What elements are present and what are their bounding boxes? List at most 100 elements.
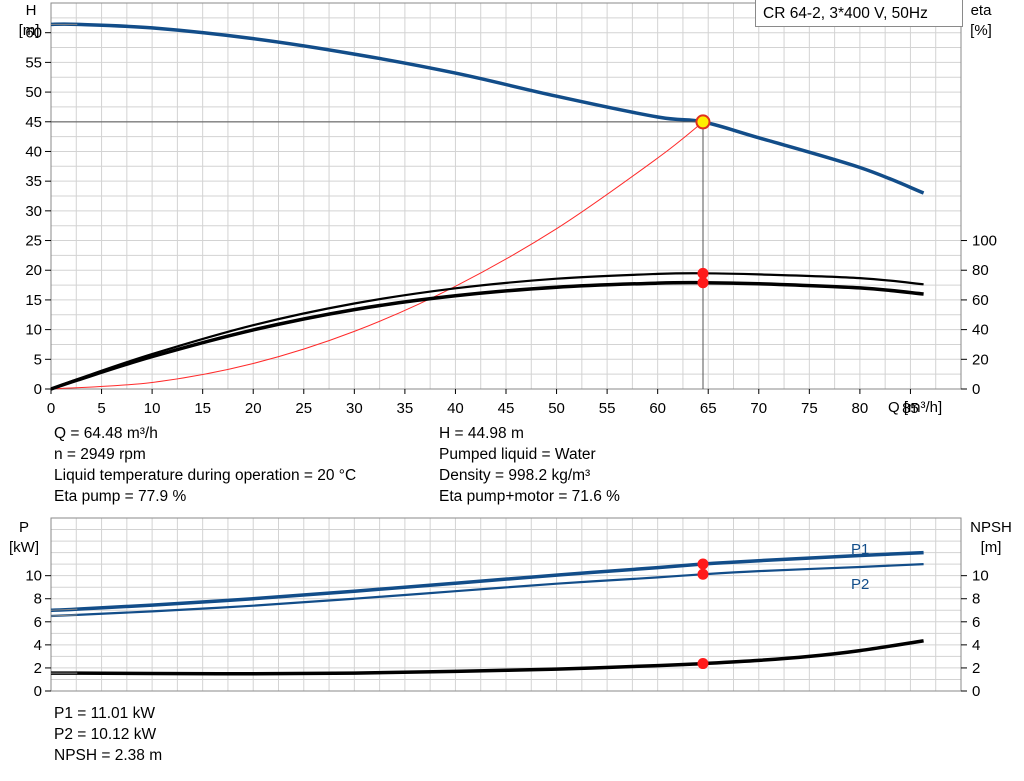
series-npsh-line [51, 639, 924, 676]
series-label-p2: P2 [851, 576, 869, 593]
x-tick-label: 40 [447, 400, 464, 417]
bottom-y-right-tick-label: 6 [972, 614, 980, 631]
info-liquid-temperature: Liquid temperature during operation = 20… [54, 467, 357, 484]
info-eta-pump: Eta pump = 77.9 % [54, 488, 187, 505]
y-left-tick-label: 40 [25, 143, 42, 160]
x-tick-label: 80 [852, 400, 869, 417]
chart-title-box: CR 64-2, 3*400 V, 50Hz [755, 0, 963, 27]
y-right-tick-label: 40 [972, 322, 989, 339]
y-right-label-bottom: [%] [970, 22, 992, 39]
top-chart-markers [695, 114, 711, 289]
info-pumped-liquid: Pumped liquid = Water [439, 446, 596, 463]
operating-point-marker [697, 267, 709, 279]
axis-labels: H [m] eta [%] Q [m³/h] P [kW] NPSH [m] P… [9, 2, 1012, 593]
series-label-p1: P1 [851, 541, 869, 558]
y-left-tick-label: 25 [25, 233, 42, 250]
bottom-y-right-tick-label: 10 [972, 568, 989, 585]
x-tick-label: 45 [498, 400, 515, 417]
series-pump-line [50, 22, 925, 195]
bottom-y-right-tick-label: 8 [972, 591, 980, 608]
bottom-chart-grid [50, 517, 962, 692]
series-p2-line [50, 563, 924, 618]
bottom-y-right-tick-label: 2 [972, 660, 980, 677]
bottom-y-left-label-top: P [19, 519, 29, 536]
y-right-tick-label: 20 [972, 351, 989, 368]
y-left-tick-label: 15 [25, 292, 42, 309]
x-tick-label: 70 [750, 400, 767, 417]
info-p1: P1 = 11.01 kW [54, 705, 155, 722]
x-tick-label: 50 [548, 400, 565, 417]
chart-title: CR 64-2, 3*400 V, 50Hz [763, 5, 928, 22]
series-eta_thick-line [50, 280, 924, 391]
y-right-tick-label: 80 [972, 262, 989, 279]
y-left-tick-label: 50 [25, 84, 42, 101]
info-head: H = 44.98 m [439, 425, 524, 442]
y-left-tick-label: 0 [34, 381, 42, 398]
operating-point-marker [697, 568, 709, 580]
info-top-right: H = 44.98 m Pumped liquid = Water Densit… [439, 423, 620, 507]
x-tick-label: 10 [144, 400, 161, 417]
x-tick-label: 25 [295, 400, 312, 417]
info-top-left: Q = 64.48 m³/h n = 2949 rpm Liquid tempe… [54, 423, 356, 507]
bottom-chart-series [50, 550, 924, 676]
info-p2: P2 = 10.12 kW [54, 726, 157, 743]
operating-point-marker [697, 277, 709, 289]
x-tick-label: 65 [700, 400, 717, 417]
y-left-tick-label: 5 [34, 351, 42, 368]
y-left-label-bottom: [m] [19, 22, 40, 39]
series-eta_thin-line [50, 272, 924, 391]
bottom-y-right-label-bottom: [m] [981, 539, 1002, 556]
x-tick-label: 5 [97, 400, 105, 417]
info-eta-pump-motor: Eta pump+motor = 71.6 % [439, 488, 620, 505]
x-axis-label: Q [m³/h] [888, 399, 942, 416]
bottom-y-left-tick-label: 10 [25, 568, 42, 585]
x-tick-label: 75 [801, 400, 818, 417]
y-left-tick-label: 30 [25, 203, 42, 220]
info-flow: Q = 64.48 m³/h [54, 425, 158, 442]
x-tick-label: 30 [346, 400, 363, 417]
top-chart-grid [50, 2, 962, 390]
bottom-chart-ticks: 0 2 4 6 8 10 0 2 4 6 8 10 [25, 568, 988, 700]
x-tick-label: 60 [649, 400, 666, 417]
x-tick-label: 20 [245, 400, 262, 417]
p2-lead-in [50, 614, 78, 617]
y-left-tick-label: 10 [25, 322, 42, 339]
p1-lead-in [50, 608, 78, 611]
duty-point-marker [695, 114, 711, 130]
y-left-tick-label: 35 [25, 173, 42, 190]
bottom-chart-frame [50, 517, 962, 692]
bottom-y-right-tick-label: 4 [972, 637, 980, 654]
y-right-tick-label: 100 [972, 233, 997, 250]
series-system-line [50, 121, 704, 390]
series-p1-line [50, 550, 924, 613]
x-tick-label: 85 [902, 400, 919, 417]
bottom-y-left-tick-label: 2 [34, 660, 42, 677]
y-right-tick-label: 60 [972, 292, 989, 309]
bottom-y-left-tick-label: 4 [34, 637, 42, 654]
bottom-y-left-tick-label: 8 [34, 591, 42, 608]
y-left-tick-label: 55 [25, 54, 42, 71]
plot-frame [50, 517, 962, 692]
operating-point-marker [697, 558, 709, 570]
x-tick-label: 35 [397, 400, 414, 417]
x-tick-label: 0 [47, 400, 55, 417]
top-chart-series [50, 22, 925, 391]
x-tick-label: 55 [599, 400, 616, 417]
info-speed: n = 2949 rpm [54, 446, 146, 463]
info-npsh: NPSH = 2.38 m [54, 747, 163, 764]
info-density: Density = 998.2 kg/m³ [439, 467, 591, 484]
y-left-tick-label: 45 [25, 114, 42, 131]
bottom-y-left-label-bottom: [kW] [9, 539, 39, 556]
y-right-tick-label: 0 [972, 381, 980, 398]
y-left-label-top: H [26, 2, 37, 19]
y-left-tick-label: 60 [25, 25, 42, 42]
bottom-y-left-tick-label: 6 [34, 614, 42, 631]
bottom-y-right-tick-label: 0 [972, 683, 980, 700]
bottom-y-left-tick-label: 0 [34, 683, 42, 700]
info-bottom: P1 = 11.01 kW P2 = 10.12 kW NPSH = 2.38 … [54, 703, 162, 766]
bottom-y-right-label-top: NPSH [970, 519, 1012, 536]
operating-point-marker [697, 658, 709, 670]
bottom-chart-markers [697, 558, 709, 670]
y-left-tick-label: 20 [25, 262, 42, 279]
